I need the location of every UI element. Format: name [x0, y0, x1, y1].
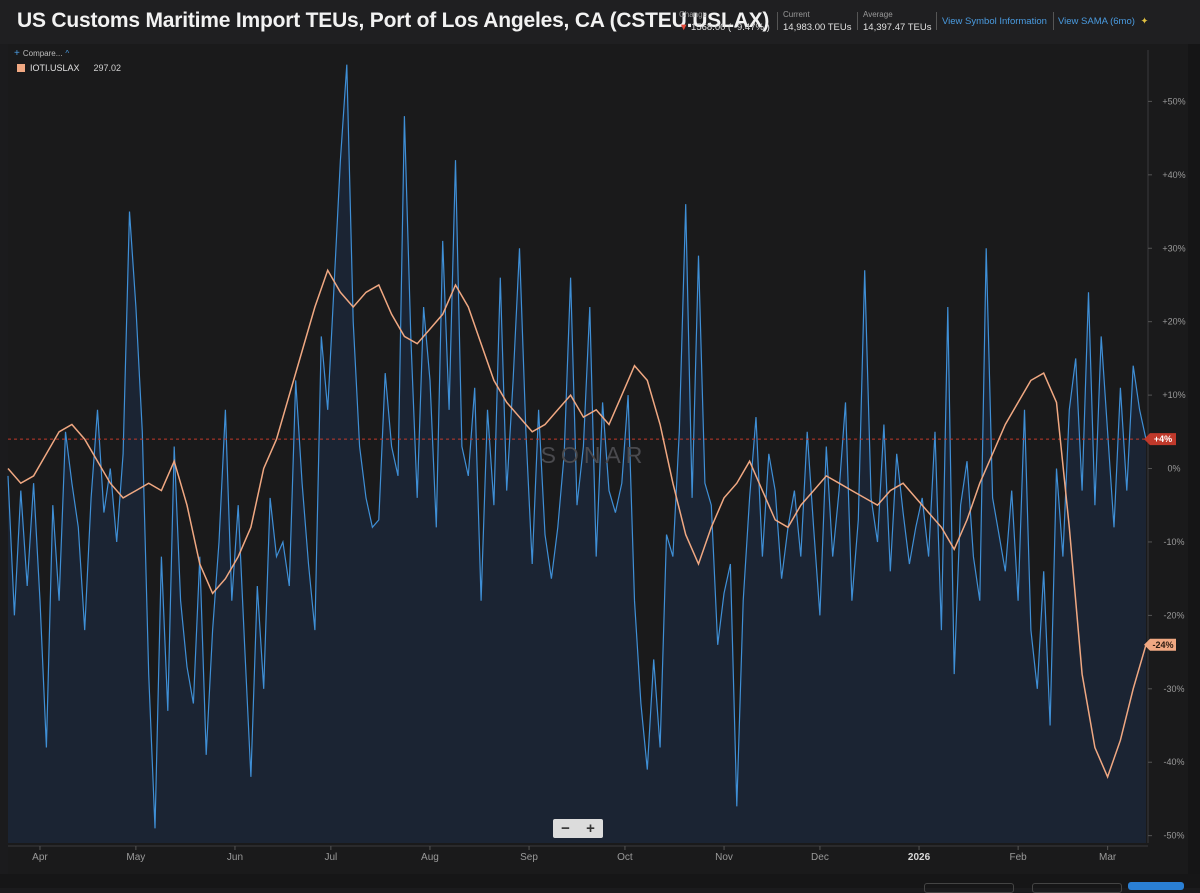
toolbar-button[interactable] — [1032, 883, 1122, 893]
x-tick-label: 2026 — [908, 852, 931, 863]
y-tick-label: +20% — [1162, 317, 1185, 327]
average-label: Average — [863, 10, 893, 19]
end-value-badge — [1144, 638, 1176, 651]
change-value: 1568.00 ( -9.47% ) — [691, 22, 770, 33]
x-tick-label: Aug — [421, 852, 439, 863]
end-value-badge — [1144, 433, 1176, 446]
average-stat: Average 14,397.47 TEUs — [863, 9, 931, 33]
legend-series-name: IOTI.USLAX — [30, 63, 80, 73]
x-tick-label: Jun — [227, 852, 243, 863]
down-arrow-icon: ▼ — [679, 22, 689, 33]
x-tick-label: Dec — [811, 852, 829, 863]
end-value-label: +4% — [1154, 434, 1172, 444]
y-tick-label: +30% — [1162, 243, 1185, 253]
view-symbol-info-link[interactable]: View Symbol Information — [942, 16, 1047, 27]
x-tick-label: Mar — [1099, 852, 1117, 863]
x-tick-label: May — [126, 852, 145, 863]
sparkle-icon: ✦ — [1140, 16, 1149, 27]
compare-button[interactable]: + Compare... ^ — [14, 48, 69, 59]
series-area-csteu — [8, 64, 1146, 843]
current-value: 14,983.00 TEUs — [783, 22, 852, 33]
y-tick-label: 0% — [1167, 464, 1180, 474]
current-stat: Current 14,983.00 TEUs — [783, 9, 851, 33]
x-tick-label: Nov — [715, 852, 733, 863]
x-tick-label: Sep — [520, 852, 538, 863]
zoom-out-button[interactable]: − — [561, 820, 570, 837]
y-tick-label: -10% — [1163, 537, 1184, 547]
chart-header: US Customs Maritime Import TEUs, Port of… — [0, 0, 1200, 44]
x-tick-label: Apr — [32, 852, 48, 863]
chart-title: US Customs Maritime Import TEUs, Port of… — [17, 9, 770, 32]
plus-icon: + — [14, 48, 20, 59]
header-divider — [777, 12, 778, 30]
header-divider — [936, 12, 937, 30]
zoom-control: − + — [553, 819, 603, 838]
average-value: 14,397.47 TEUs — [863, 22, 932, 33]
view-sama-label: View SAMA (6mo) — [1058, 16, 1135, 27]
x-tick-label: Oct — [617, 852, 633, 863]
x-tick-label: Jul — [324, 852, 337, 863]
y-tick-label: -40% — [1163, 757, 1184, 767]
series-line-csteu — [7, 64, 1147, 829]
y-tick-label: +40% — [1162, 170, 1185, 180]
header-divider — [857, 12, 858, 30]
y-tick-label: -30% — [1163, 684, 1184, 694]
view-sama-link[interactable]: View SAMA (6mo) ✦ — [1058, 16, 1149, 27]
legend-series-value: 297.02 — [93, 63, 122, 73]
chevron-up-icon: ^ — [65, 49, 70, 58]
zoom-in-button[interactable]: + — [586, 820, 595, 837]
y-tick-label: -50% — [1163, 831, 1184, 841]
toolbar-button[interactable] — [924, 883, 1014, 893]
toolbar-primary-button[interactable] — [1128, 882, 1184, 890]
legend-swatch — [17, 64, 25, 72]
series-line-ioti — [7, 268, 1147, 779]
bottom-toolbar — [0, 874, 1200, 888]
legend-ioti[interactable]: IOTI.USLAX 297.02 — [17, 63, 121, 73]
change-stat: Change ▼ 1568.00 ( -9.47% ) — [679, 9, 770, 33]
header-divider — [1053, 12, 1054, 30]
y-tick-label: +10% — [1162, 390, 1185, 400]
current-label: Current — [783, 10, 810, 19]
y-tick-label: +50% — [1162, 96, 1185, 106]
watermark: SONAR — [541, 442, 648, 468]
right-edge-panel — [1188, 44, 1200, 888]
end-value-label: -24% — [1152, 640, 1173, 650]
x-tick-label: Feb — [1010, 852, 1028, 863]
y-tick-label: -20% — [1163, 610, 1184, 620]
change-label: Change — [679, 10, 708, 19]
compare-label: Compare... — [22, 49, 63, 58]
